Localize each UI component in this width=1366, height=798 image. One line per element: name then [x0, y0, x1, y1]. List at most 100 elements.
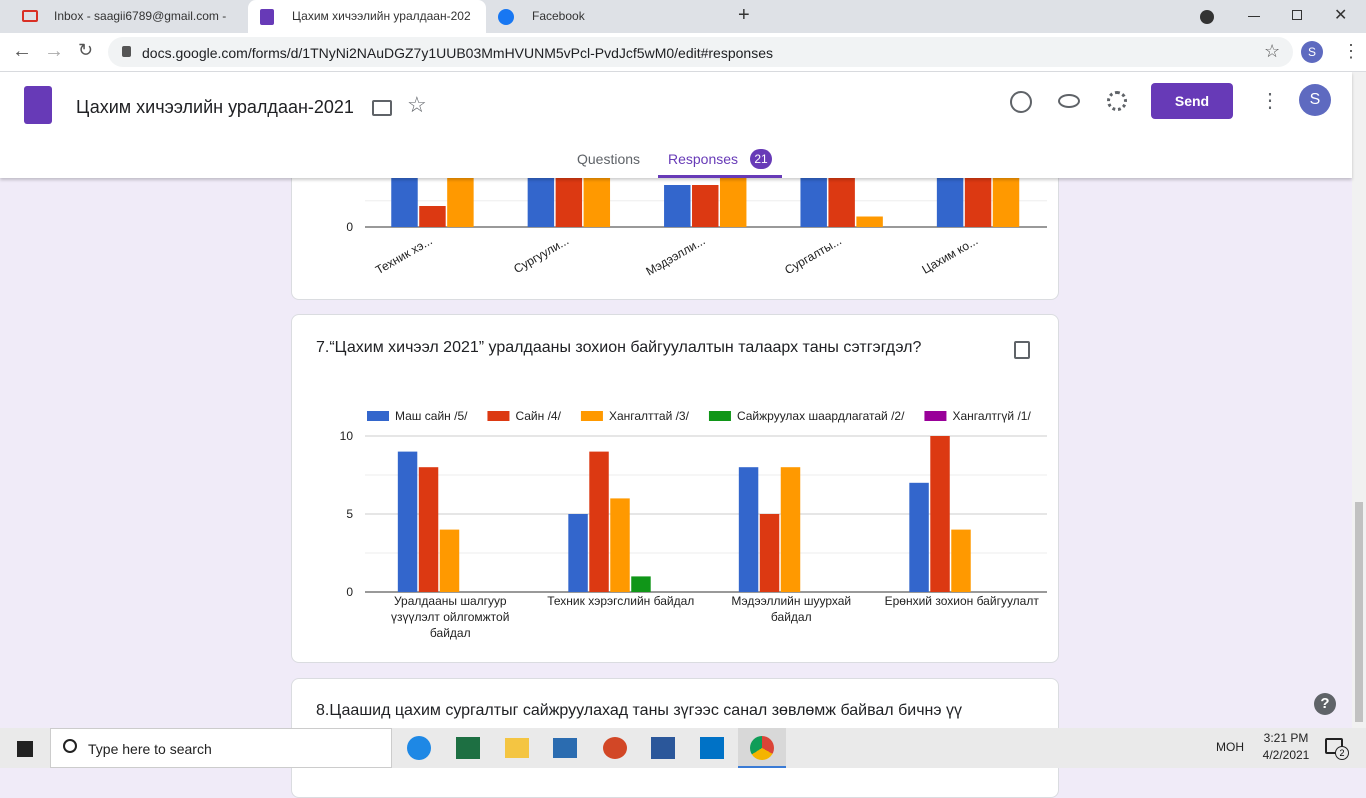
- palette[interactable]: [1010, 91, 1032, 113]
- bar: [780, 467, 801, 592]
- bar: [439, 529, 460, 592]
- question-title: 7.“Цахим хичээл 2021” уралдааны зохион б…: [316, 339, 922, 356]
- back[interactable]: ←: [12, 40, 32, 62]
- preview[interactable]: [1058, 94, 1080, 108]
- more[interactable]: ⋮: [1260, 90, 1280, 112]
- send-button[interactable]: Send: [1151, 83, 1233, 119]
- app-icon-active[interactable]: [738, 728, 786, 768]
- bar: [759, 514, 780, 592]
- responses-tab[interactable]: Responses: [668, 151, 739, 167]
- x-tick-label: Ерөнхий зохион байгуулалт: [885, 594, 1040, 608]
- bar: [738, 467, 759, 592]
- bar: [930, 436, 950, 592]
- folder[interactable]: [372, 100, 392, 116]
- question-title: 8.Цаашид цахим сургалтыг сайжруулахад та…: [316, 702, 962, 719]
- tab-title: Facebook: [532, 9, 585, 23]
- x-tick-label: Сургуули...: [511, 233, 571, 276]
- language[interactable]: МОН: [1216, 740, 1244, 754]
- legend-swatch: [367, 411, 389, 421]
- bar: [909, 482, 929, 592]
- app-icon[interactable]: [456, 737, 480, 759]
- toolbar: ← → ↻ docs.google.com/forms/d/1TNyNi2NAu…: [0, 33, 1366, 72]
- restore[interactable]: [1292, 10, 1302, 20]
- search-box[interactable]: Type here to search: [50, 728, 392, 768]
- legend-swatch: [580, 411, 603, 421]
- start[interactable]: [17, 741, 33, 757]
- bar: [719, 178, 747, 227]
- app-icon[interactable]: [700, 737, 724, 759]
- app-icon[interactable]: [651, 737, 675, 759]
- legend-swatch: [924, 411, 947, 421]
- url: docs.google.com/forms/d/1TNyNi2NAuDGZ7y1…: [142, 45, 773, 61]
- scrollbar[interactable]: [1352, 72, 1366, 728]
- search-text: Type here to search: [88, 741, 212, 757]
- forward[interactable]: →: [44, 40, 64, 62]
- bar: [692, 185, 719, 227]
- star[interactable]: ☆: [407, 92, 427, 117]
- tab[interactable]: Цахим хичээлийн уралдаан-202: [248, 0, 486, 33]
- bar: [800, 178, 827, 227]
- app-icon[interactable]: [603, 737, 627, 759]
- bar: [418, 467, 439, 592]
- chart: 0 Техник хэ... Сургуули... Мэдээлли... Сурга…: [346, 178, 1047, 279]
- copy-chart[interactable]: [1014, 341, 1030, 359]
- app-icon[interactable]: [553, 738, 577, 758]
- avatar[interactable]: S: [1301, 41, 1323, 63]
- settings[interactable]: [1107, 91, 1127, 111]
- date: 4/2/2021: [1262, 748, 1310, 762]
- clock[interactable]: 3:21 PM 4/2/2021: [1256, 731, 1316, 762]
- forms-header: Цахим хичээлийн уралдаан-2021 ☆ Send ⋮ S…: [0, 72, 1352, 178]
- responses-count: 21: [750, 149, 772, 169]
- form-title: Цахим хичээлийн уралдаан-2021: [76, 97, 354, 117]
- x-tick-label: Цахим ко...: [919, 233, 980, 276]
- help[interactable]: ?: [1314, 693, 1336, 715]
- tab[interactable]: Facebook: [488, 0, 726, 33]
- legend-swatch: [487, 411, 510, 421]
- bar: [856, 216, 883, 227]
- time: 3:21 PM: [1263, 731, 1309, 745]
- question-card: 7.“Цахим хичээл 2021” уралдааны зохион б…: [291, 314, 1059, 663]
- legend-label: Хангалттай /3/: [609, 409, 690, 423]
- y-tick-label: 0: [346, 585, 353, 599]
- notifications[interactable]: 2: [1325, 738, 1349, 760]
- bar: [828, 178, 855, 227]
- new-tab[interactable]: +: [738, 4, 750, 26]
- bar: [992, 178, 1020, 227]
- app-icon[interactable]: [407, 736, 431, 760]
- x-tick-label: Уралдааны шалгуур үзүүлэлт ойлгомжтой байд…: [391, 594, 509, 640]
- legend-swatch: [708, 411, 731, 421]
- bar: [555, 178, 583, 227]
- reload[interactable]: ↻: [78, 40, 94, 60]
- bar: [936, 178, 964, 227]
- bar: [391, 178, 418, 227]
- x-tick-label: Мэдээлли...: [643, 233, 707, 278]
- omnibox[interactable]: docs.google.com/forms/d/1TNyNi2NAuDGZ7y1…: [108, 37, 1293, 67]
- profile-menu[interactable]: [1200, 10, 1214, 24]
- bar: [527, 178, 555, 227]
- avatar[interactable]: S: [1299, 84, 1331, 116]
- minimize[interactable]: [1248, 16, 1260, 17]
- menu[interactable]: ⋮: [1342, 41, 1360, 61]
- tab-title: Цахим хичээлийн уралдаан-202: [292, 9, 471, 23]
- notification-count: 2: [1335, 746, 1349, 760]
- tab[interactable]: Inbox - saagii6789@gmail.com -: [10, 0, 245, 33]
- bar: [964, 178, 992, 227]
- tab-strip: Inbox - saagii6789@gmail.com - Цахим хич…: [0, 0, 1366, 33]
- bar: [568, 514, 588, 592]
- forms-logo[interactable]: [24, 86, 52, 124]
- close[interactable]: ✕: [1334, 7, 1348, 24]
- bar: [664, 185, 691, 227]
- x-tick-label: Сургалты...: [782, 233, 844, 277]
- app-icon[interactable]: [505, 738, 529, 758]
- legend-label: Сайжруулах шаардлагатай /2/: [737, 409, 905, 423]
- y-tick-label: 10: [340, 429, 354, 443]
- questions-tab[interactable]: Questions: [577, 151, 641, 167]
- bar: [397, 451, 418, 592]
- bar: [631, 576, 651, 592]
- bar: [583, 178, 611, 227]
- legend-label: Маш сайн /5/: [395, 409, 468, 423]
- tab-indicator: [658, 175, 782, 178]
- bar: [447, 178, 474, 227]
- taskbar: Type here to search МОН 3:21 PM 4/2/2021 …: [0, 728, 1366, 768]
- legend-label: Хангалтгүй /1/: [952, 409, 1031, 423]
